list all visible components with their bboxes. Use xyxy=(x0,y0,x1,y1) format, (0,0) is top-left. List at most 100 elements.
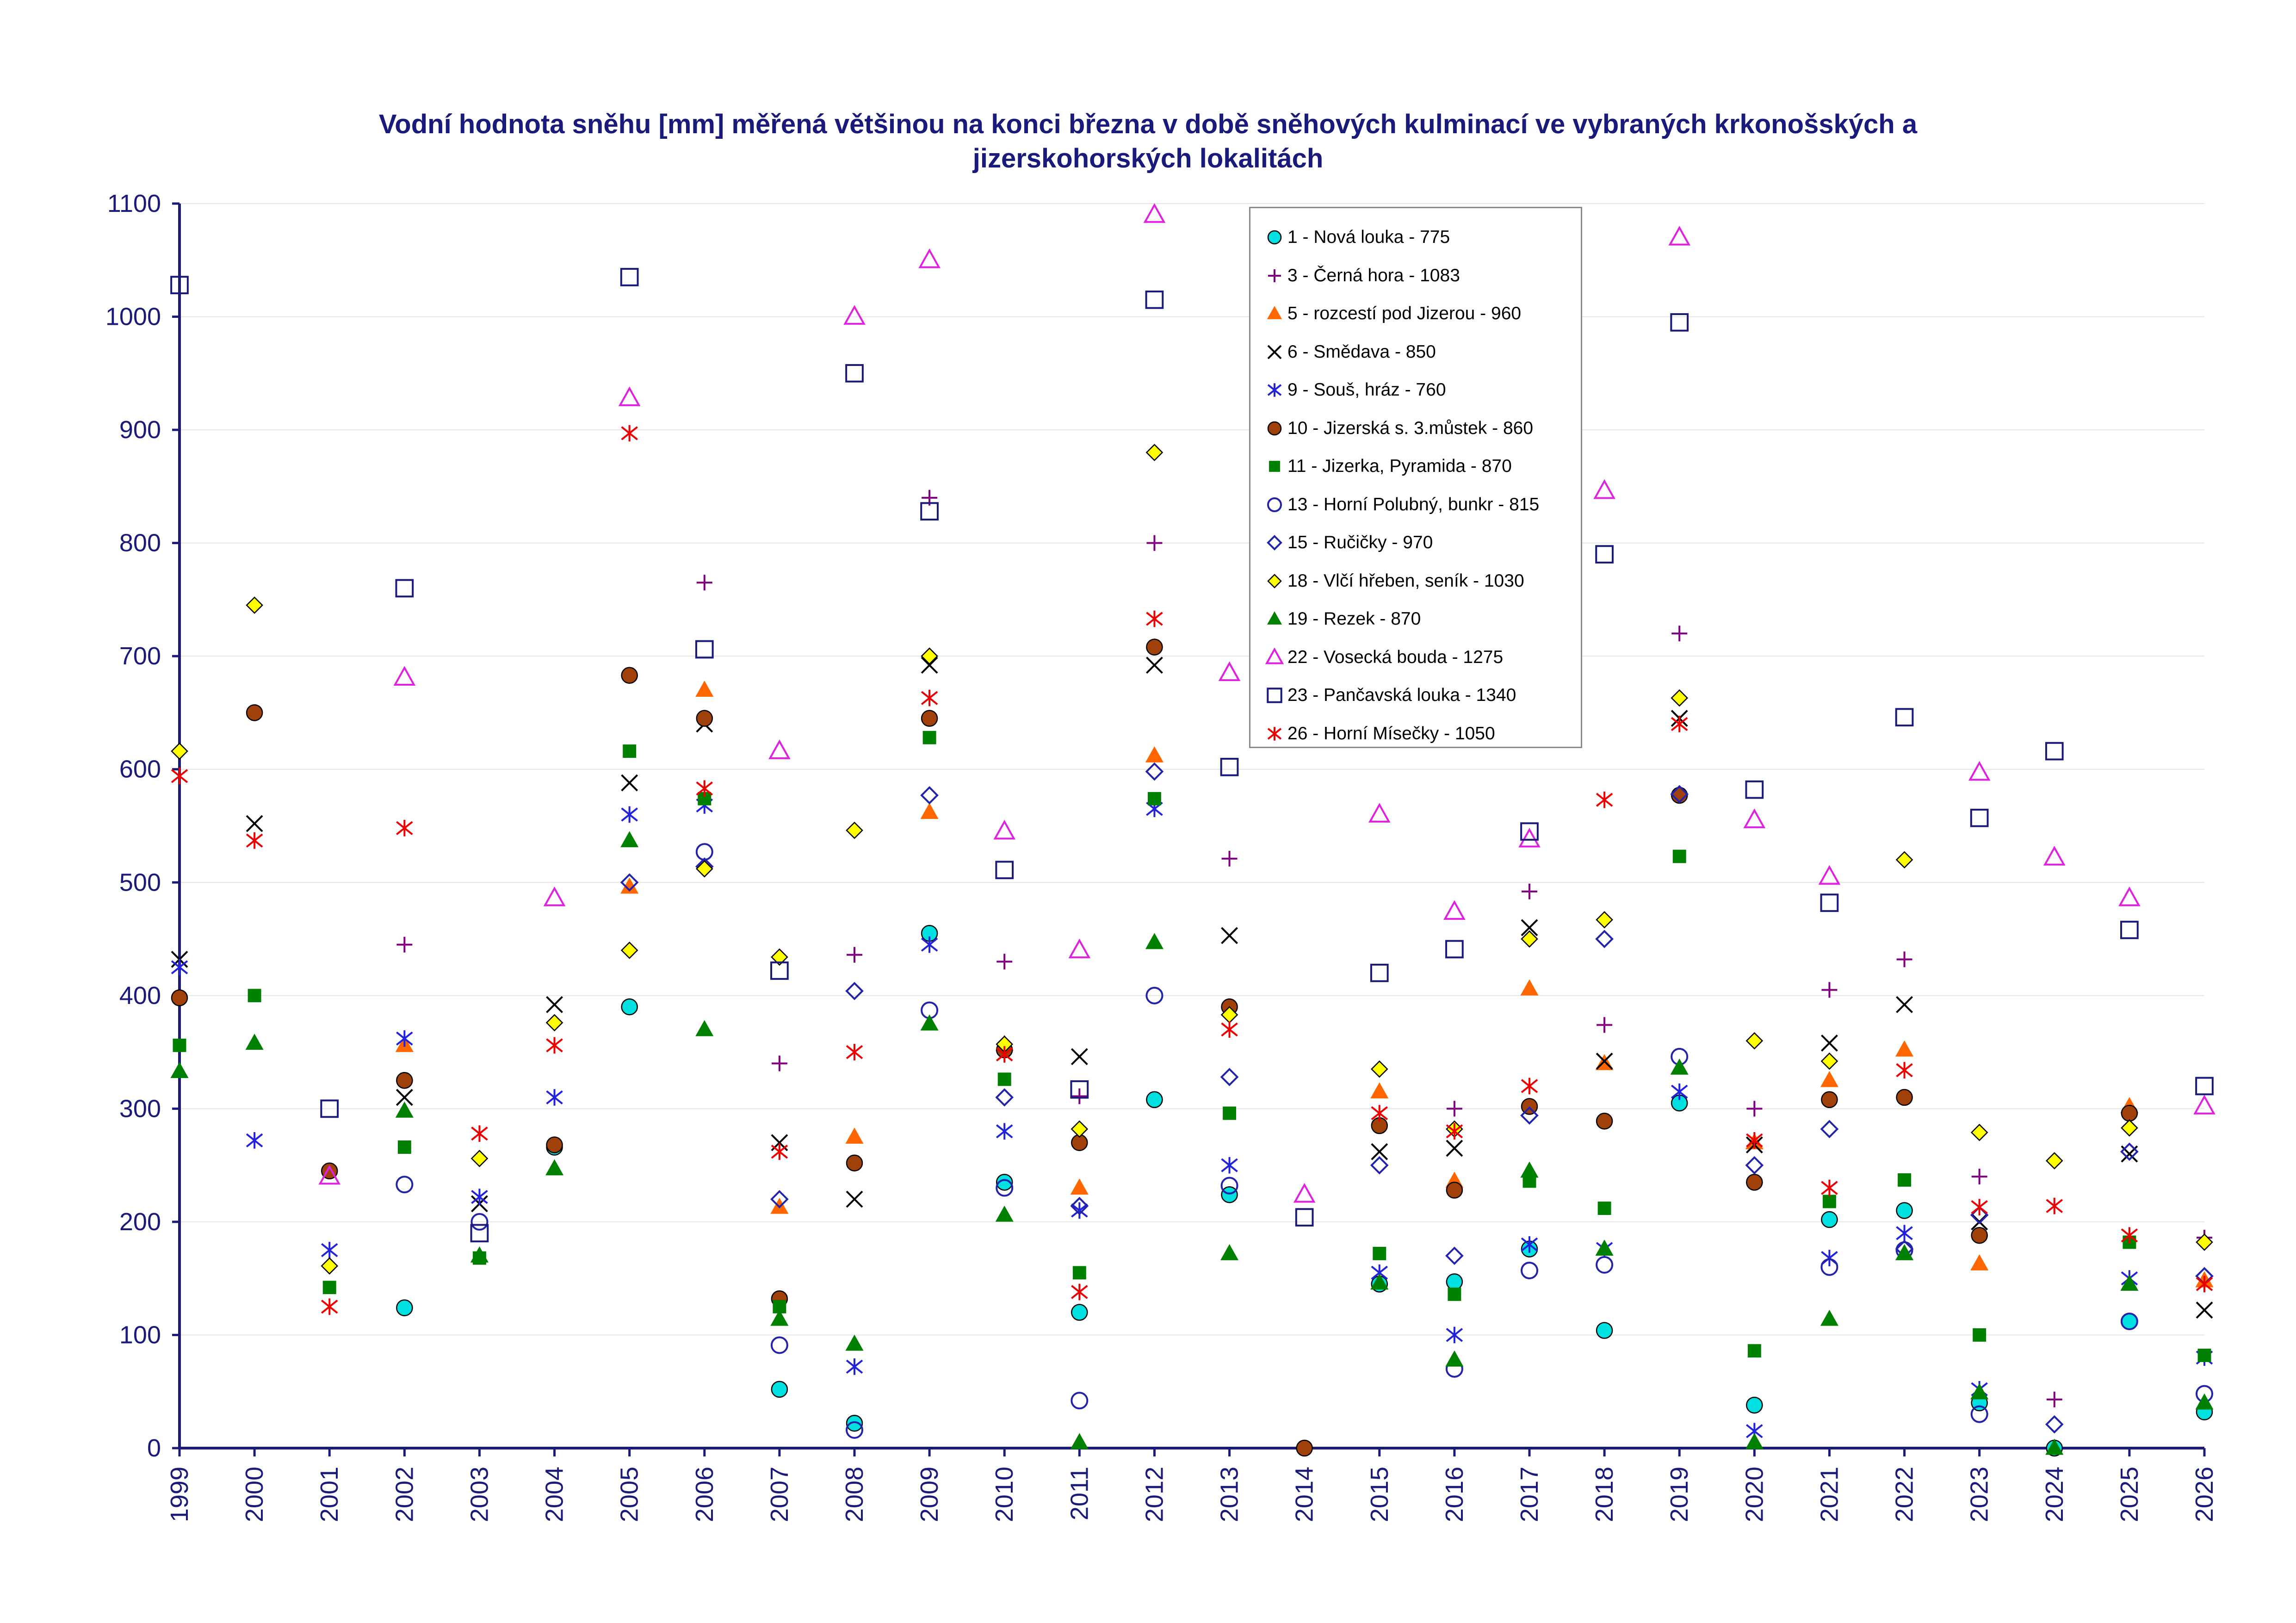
point-2007 xyxy=(770,961,789,980)
point-1999 xyxy=(170,276,189,294)
point-2013 xyxy=(1220,1177,1238,1195)
legend-marker xyxy=(1267,573,1282,588)
legend-label: 10 - Jizerská s. 3.můstek - 860 xyxy=(1287,418,1534,438)
y-tick-label: 700 xyxy=(119,642,161,670)
y-tick-label: 0 xyxy=(147,1434,161,1462)
x-tick-label: 2023 xyxy=(1966,1467,1993,1522)
point-2016 xyxy=(1445,1246,1464,1265)
legend-marker xyxy=(1265,647,1284,664)
point-2016 xyxy=(1446,1182,1463,1199)
legend-label: 23 - Pančavská louka - 1340 xyxy=(1287,685,1516,705)
point-2007 xyxy=(771,1143,788,1160)
x-tick-label: 1999 xyxy=(166,1467,193,1522)
legend-item: 26 - Horní Mísečky - 1050 xyxy=(1264,718,1495,750)
point-2015 xyxy=(1370,1273,1389,1290)
point-2007 xyxy=(768,739,791,759)
point-2000 xyxy=(246,815,263,832)
point-2021 xyxy=(1821,1250,1838,1267)
point-2018 xyxy=(1596,1053,1613,1070)
point-2001 xyxy=(321,1298,338,1315)
point-2011 xyxy=(1071,1202,1088,1219)
point-2003 xyxy=(470,1150,489,1167)
point-2006 xyxy=(695,640,714,659)
point-2015 xyxy=(1370,964,1389,982)
legend-item: 22 - Vosecká bouda - 1275 xyxy=(1264,641,1503,674)
axes xyxy=(172,202,2206,1456)
x-tick-label: 2001 xyxy=(316,1467,343,1522)
y-tick-label: 600 xyxy=(119,756,161,783)
point-2019 xyxy=(1670,1058,1689,1075)
point-2001 xyxy=(320,1099,339,1118)
legend-item: 1 - Nová louka - 775 xyxy=(1264,221,1450,254)
series-5-rozcesti-pod-jizerou-960 xyxy=(395,681,2214,1288)
point-2020 xyxy=(1745,1156,1764,1175)
point-2016 xyxy=(1446,1273,1463,1290)
point-2008 xyxy=(845,1334,864,1351)
point-2020 xyxy=(1745,780,1764,799)
series-1-nova-louka-775 xyxy=(396,925,2213,1457)
point-2017 xyxy=(1521,1262,1538,1280)
point-2003 xyxy=(471,1125,488,1142)
legend-marker xyxy=(1267,535,1282,551)
point-2005 xyxy=(620,873,639,892)
point-2010 xyxy=(995,1088,1014,1107)
point-2023 xyxy=(1970,1405,1988,1423)
point-2011 xyxy=(1068,938,1091,959)
point-2004 xyxy=(545,1159,564,1176)
point-2020 xyxy=(1747,1344,1761,1358)
point-2005 xyxy=(620,268,639,286)
point-2017 xyxy=(1521,919,1538,936)
grid-lines xyxy=(179,203,2204,1336)
point-2023 xyxy=(1971,1169,1987,1185)
point-2014 xyxy=(1295,1208,1314,1227)
point-2002 xyxy=(396,1299,413,1317)
point-2011 xyxy=(1071,1048,1088,1065)
point-2020 xyxy=(1745,1032,1764,1050)
x-tick-label: 2024 xyxy=(2041,1467,2068,1522)
legend-marker xyxy=(1267,230,1282,245)
asterisk-marker-icon xyxy=(1267,726,1282,741)
point-2002 xyxy=(396,1030,413,1047)
legend-marker xyxy=(1267,306,1282,319)
point-2018 xyxy=(1595,929,1614,948)
point-2018 xyxy=(1596,791,1613,808)
legend-item: 9 - Souš, hráz - 760 xyxy=(1264,374,1446,406)
point-2020 xyxy=(1746,1101,1763,1117)
point-2021 xyxy=(1820,1071,1838,1087)
point-2026 xyxy=(2197,1349,2211,1362)
point-2005 xyxy=(621,425,638,442)
point-2012 xyxy=(1145,746,1163,762)
series-23-pancavska-louka-1340 xyxy=(170,268,2214,1243)
point-2007 xyxy=(770,1190,789,1208)
point-2026 xyxy=(2196,1301,2213,1319)
point-2003 xyxy=(470,1246,489,1263)
point-2014 xyxy=(1293,1183,1316,1203)
point-2017 xyxy=(1518,827,1541,848)
x-tick-label: 2007 xyxy=(766,1467,793,1522)
point-2009 xyxy=(921,657,938,674)
y-tick-label: 1000 xyxy=(105,303,161,331)
point-2021 xyxy=(1820,1258,1838,1276)
legend-label: 9 - Souš, hráz - 760 xyxy=(1287,380,1446,400)
point-2007 xyxy=(770,1309,789,1326)
circle-filled-marker-icon xyxy=(1267,230,1282,245)
point-2010 xyxy=(996,1179,1014,1197)
point-2007 xyxy=(771,948,788,966)
point-2019 xyxy=(1670,313,1689,332)
point-2023 xyxy=(1968,761,1991,781)
legend-label: 26 - Horní Mísečky - 1050 xyxy=(1287,723,1495,743)
point-1999 xyxy=(173,1038,186,1052)
point-2015 xyxy=(1371,1105,1388,1121)
point-2000 xyxy=(246,1132,263,1149)
point-2020 xyxy=(1746,1132,1763,1149)
legend-label: 22 - Vosecká bouda - 1275 xyxy=(1287,647,1504,667)
point-2025 xyxy=(2120,1275,2139,1291)
series-26-horni-misecky-1050 xyxy=(171,425,2213,1315)
point-2005 xyxy=(623,744,637,758)
point-2009 xyxy=(920,1014,939,1031)
y-tick-label: 900 xyxy=(119,416,161,444)
legend-item: 11 - Jizerka, Pyramida - 870 xyxy=(1264,450,1512,483)
point-2008 xyxy=(846,1154,863,1171)
y-tick-label: 1100 xyxy=(107,190,161,217)
